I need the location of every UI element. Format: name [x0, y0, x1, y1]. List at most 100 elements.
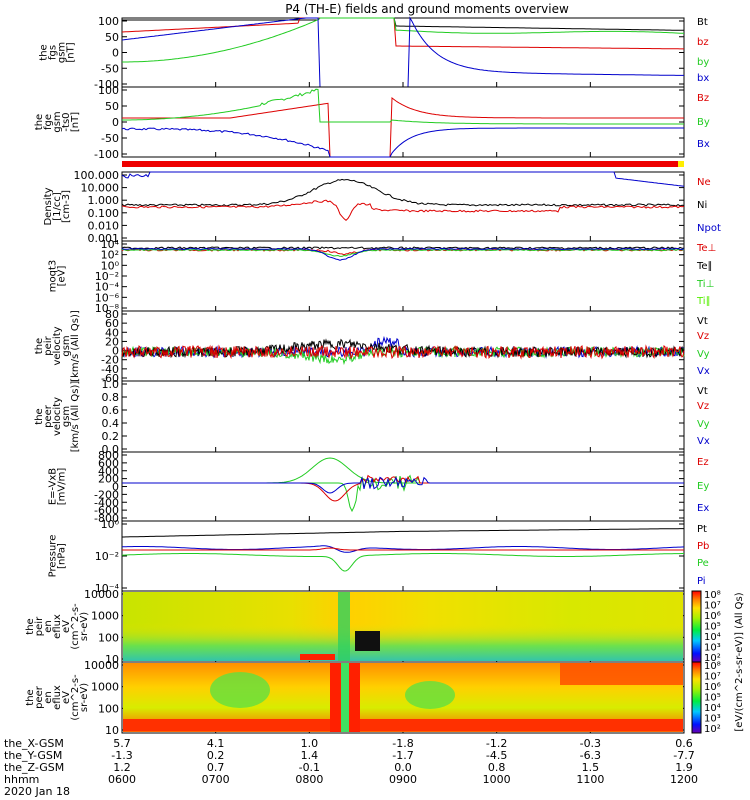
- y-tick-label: 400: [98, 465, 119, 478]
- colorbar-tick-label: 10⁷: [704, 672, 721, 683]
- series-line: [122, 553, 684, 572]
- ephemeris-value: 0900: [389, 773, 417, 786]
- y-axis-label: [mV/m]: [57, 468, 68, 506]
- y-tick-label: 0: [112, 116, 119, 129]
- series-line: [121, 247, 685, 261]
- ephemeris-value: 0600: [108, 773, 136, 786]
- legend-entry: Ti⊥: [696, 279, 714, 290]
- legend-entry: Ni: [697, 200, 707, 211]
- ephemeris-value: -1.7: [392, 749, 413, 762]
- y-axis-label: sr-eV): [79, 612, 90, 641]
- y-axis-label: (cm^2-s-: [70, 603, 81, 650]
- y-tick-label: 10000: [84, 588, 119, 601]
- colorbar-tick-label: 10⁶: [704, 682, 721, 693]
- y-axis-label: sr-eV): [79, 683, 90, 712]
- ephemeris-value: -6.3: [580, 749, 601, 762]
- y-tick-label: 100: [98, 15, 119, 28]
- spectrogram-gap: [355, 631, 380, 651]
- status-bar: [122, 161, 684, 167]
- y-tick-label: 10⁰: [101, 259, 120, 272]
- y-tick-label: 0.001: [88, 232, 120, 245]
- legend-entry: Pe: [697, 558, 709, 569]
- y-axis-label: -ts0: [61, 112, 72, 131]
- spectrogram-stripe: [338, 592, 350, 661]
- y-tick-label: 1.000: [88, 194, 120, 207]
- colorbar-tick-label: 10⁵: [704, 693, 721, 704]
- y-axis-label: eflux: [52, 685, 63, 710]
- y-axis-label: gsm: [61, 335, 72, 356]
- y-axis-label: peir: [43, 335, 54, 355]
- y-tick-label: 100: [98, 84, 119, 97]
- y-tick-label: 10⁻⁶: [95, 291, 120, 304]
- colorbar-label: [eV/(cm^2-s-sr-eV)] (All Qs): [734, 592, 745, 731]
- panels: 100500-50-100thefgsgsm[nT]Btbzbybx100500…: [25, 15, 745, 737]
- colorbar-tick-label: 10²: [704, 653, 721, 664]
- y-tick-label: 0.2: [102, 430, 120, 443]
- y-axis-label: the: [34, 408, 45, 424]
- series-line: [121, 171, 685, 187]
- y-tick-label: 10⁻²: [95, 550, 119, 563]
- series-line: [121, 246, 685, 250]
- series-line: [121, 545, 685, 553]
- y-tick-label: 1000: [91, 681, 119, 694]
- series-line: [121, 344, 685, 360]
- series-line: [122, 17, 684, 31]
- date-label: 2020 Jan 18: [4, 785, 70, 798]
- y-tick-label: 10²: [101, 249, 119, 262]
- ephemeris-value: 1.9: [675, 761, 693, 774]
- y-tick-label: 0.4: [102, 417, 120, 430]
- panel-frame: [121, 310, 685, 382]
- spectrogram-feature: [300, 654, 335, 660]
- legend-entry: Pt: [697, 524, 707, 535]
- series-line: [122, 97, 684, 158]
- y-tick-label: -60: [101, 372, 119, 385]
- y-axis-label: gsm: [57, 42, 68, 63]
- colorbar-tick-label: 10²: [704, 724, 721, 735]
- y-tick-label: 60: [105, 317, 119, 330]
- colorbar-tick-label: 10⁵: [704, 622, 721, 633]
- y-axis-label: fge: [43, 114, 54, 130]
- ephemeris-value: 1.2: [113, 761, 131, 774]
- ephemeris-footer: the_X-GSM 5.7 4.1 1.0 -1.8 -1.2 -0.3 0.6 the_Y-G…: [4, 737, 698, 798]
- y-tick-label: 10: [105, 653, 119, 666]
- y-tick-label: 1000: [91, 610, 119, 623]
- series-line: [122, 528, 684, 538]
- spectrogram-stripe: [341, 663, 349, 732]
- ephemeris-value: 1000: [483, 773, 511, 786]
- y-tick-label: -100: [94, 78, 119, 91]
- series-line: [122, 476, 684, 494]
- series-line: [122, 474, 684, 513]
- ephemeris-value: 0.2: [207, 749, 225, 762]
- colorbar-tick-label: 10⁸: [704, 661, 721, 672]
- y-tick-label: -600: [94, 504, 119, 517]
- y-axis-label: [nT]: [70, 112, 81, 132]
- series-line: [122, 17, 685, 63]
- y-axis-label: the: [25, 618, 36, 634]
- ephemeris-value: 0.0: [394, 761, 412, 774]
- y-axis-label: eflux: [52, 614, 63, 639]
- spectrogram-feature: [210, 672, 270, 708]
- ephemeris-value: 0700: [202, 773, 230, 786]
- panel-frame: [121, 86, 685, 158]
- y-axis-label: peer: [34, 685, 45, 709]
- y-axis-label: [km/s (All Qs)]: [70, 310, 81, 382]
- legend-entry: Npot: [697, 223, 721, 234]
- legend-entry: Vx: [697, 366, 710, 377]
- ephemeris-value: 0.6: [675, 737, 693, 750]
- y-axis-label: [1/cc]: [52, 192, 63, 221]
- legend-entry: Vt: [697, 386, 708, 397]
- y-axis-label: the: [34, 114, 45, 130]
- y-tick-label: -50: [101, 132, 119, 145]
- ephemeris-value: 4.1: [207, 737, 225, 750]
- y-tick-label: 40: [105, 326, 119, 339]
- y-axis-label: peer: [43, 404, 54, 428]
- ephemeris-value: -1.8: [392, 737, 413, 750]
- ephemeris-row-label: the_X-GSM: [4, 737, 64, 750]
- y-axis-label: the: [34, 338, 45, 354]
- legend-entry: Ex: [697, 503, 709, 514]
- y-tick-label: -40: [101, 363, 119, 376]
- y-tick-label: -200: [94, 488, 119, 501]
- panel-peer_spectrogram: 10000100010010thepeerenefluxeV(cm^2-s-sr…: [25, 592, 745, 737]
